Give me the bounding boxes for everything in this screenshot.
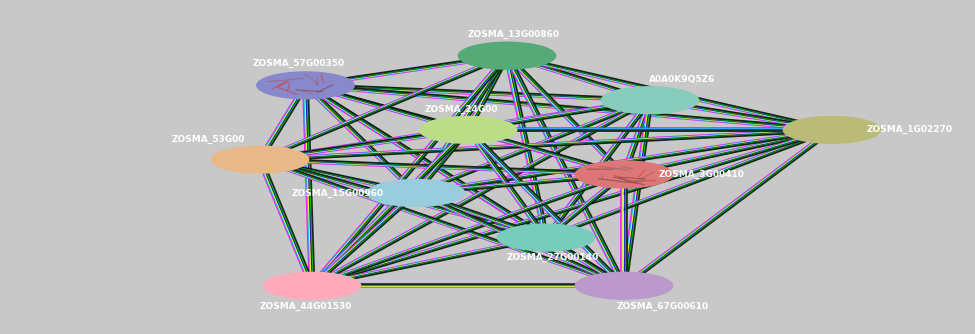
- Text: ZOSMA_1G02270: ZOSMA_1G02270: [867, 125, 953, 135]
- Circle shape: [418, 116, 518, 144]
- Circle shape: [574, 272, 674, 300]
- Circle shape: [457, 41, 557, 70]
- Text: ZOSMA_57G00350: ZOSMA_57G00350: [253, 59, 345, 68]
- Text: ZOSMA_27G00140: ZOSMA_27G00140: [506, 254, 599, 263]
- Circle shape: [601, 86, 699, 114]
- Text: ZOSMA_53G00: ZOSMA_53G00: [172, 135, 245, 144]
- Text: ZOSMA_13G00860: ZOSMA_13G00860: [467, 30, 560, 39]
- Circle shape: [211, 146, 309, 174]
- Text: ZOSMA_3G00410: ZOSMA_3G00410: [659, 170, 745, 179]
- Text: A0A0K9Q5Z6: A0A0K9Q5Z6: [649, 75, 716, 84]
- Circle shape: [367, 179, 465, 207]
- Circle shape: [496, 223, 596, 252]
- Circle shape: [574, 160, 674, 188]
- Text: ZOSMA_24G00: ZOSMA_24G00: [425, 105, 498, 114]
- Text: ZOSMA_67G00610: ZOSMA_67G00610: [617, 302, 709, 311]
- Text: ZOSMA_15G00960: ZOSMA_15G00960: [292, 188, 384, 197]
- Text: ZOSMA_44G01530: ZOSMA_44G01530: [259, 302, 352, 311]
- Circle shape: [783, 116, 881, 144]
- Circle shape: [256, 71, 355, 100]
- Circle shape: [262, 272, 362, 300]
